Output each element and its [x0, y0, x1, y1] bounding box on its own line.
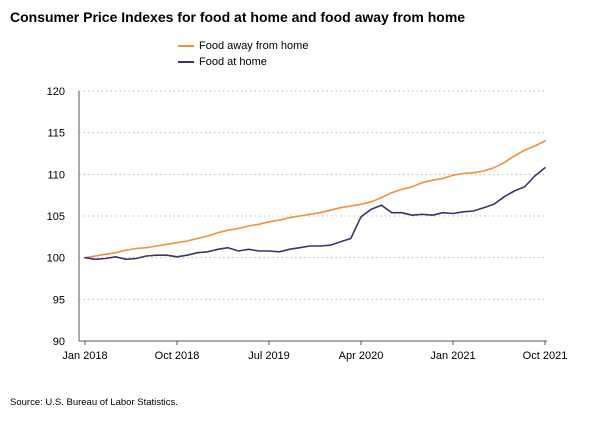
source-note: Source: U.S. Bureau of Labor Statistics. [10, 397, 178, 408]
x-tick-label-45: Oct 2021 [523, 350, 568, 362]
y-tick-label-120: 120 [47, 86, 65, 98]
series-line-food-away-from-home [84, 140, 546, 259]
legend: Food away from home Food at home [178, 38, 308, 70]
legend-swatch-home [178, 61, 194, 63]
y-tick-label-100: 100 [47, 253, 65, 265]
legend-item-away: Food away from home [178, 38, 308, 54]
y-tick-label-95: 95 [53, 294, 65, 306]
series-line-food-at-home [84, 166, 546, 261]
legend-label-away: Food away from home [199, 40, 309, 52]
x-tick-label-36: Jan 2021 [430, 350, 475, 362]
legend-swatch-away [178, 45, 194, 47]
chart-title: Consumer Price Indexes for food at home … [10, 9, 466, 25]
y-tick-label-115: 115 [47, 128, 65, 140]
x-tick-label-0: Jan 2018 [62, 350, 107, 362]
x-tick-label-27: Apr 2020 [339, 350, 384, 362]
y-tick-label-105: 105 [47, 211, 65, 223]
legend-item-home: Food at home [178, 54, 308, 70]
x-tick-label-18: Jul 2019 [248, 350, 290, 362]
y-tick-label-90: 90 [53, 336, 65, 348]
y-tick-label-110: 110 [47, 169, 65, 181]
x-tick-label-9: Oct 2018 [155, 350, 200, 362]
legend-label-home: Food at home [199, 56, 267, 68]
